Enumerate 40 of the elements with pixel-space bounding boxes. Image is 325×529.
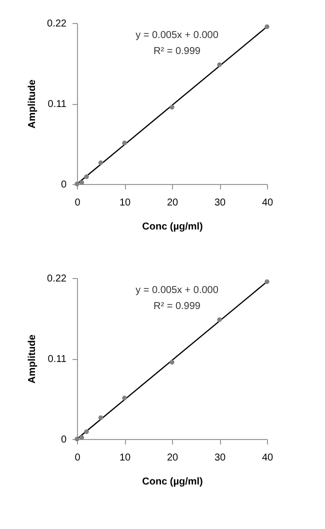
x-tick-label: 0 [74,452,81,464]
y-tick-label: 0.22 [47,274,67,284]
annotation: R² = 0.999 [154,46,201,57]
point [264,279,270,284]
point [217,62,222,68]
point [264,24,270,29]
y-axis-title: Amplitude [27,79,38,128]
x-axis-title: Conc (µg/ml) [142,222,203,232]
x-tick-label: 40 [262,452,274,464]
x-tick-label: 10 [119,452,131,464]
x-tick-label: 20 [166,452,178,464]
y-tick-label: 0.22 [47,18,67,30]
point [98,415,104,420]
point [217,317,222,322]
point [122,396,127,400]
point [170,104,174,110]
y-tick-label: 0.11 [48,99,67,110]
y-tick-label: 0 [60,180,67,190]
annotation: R² = 0.999 [154,301,201,312]
x-tick-label: 40 [262,198,274,208]
x-tick-label: 30 [214,452,226,464]
y-tick-label: 0 [60,434,67,446]
point [98,160,104,166]
point [84,429,89,434]
point [170,360,174,364]
annotation: y = 0.005x + 0.000 [136,30,219,41]
point [122,140,127,146]
x-tick-label: 30 [214,198,226,208]
x-tick-label: 0 [74,198,81,208]
x-axis-title: Conc (µg/ml) [142,476,203,488]
point [84,174,89,180]
x-tick-label: 10 [119,198,131,208]
point [74,182,80,186]
point [79,180,84,185]
y-tick-label: 0.11 [48,354,67,365]
point [79,435,84,440]
annotation: y = 0.005x + 0.000 [136,285,219,296]
x-tick-label: 20 [166,198,178,208]
y-axis-title: Amplitude [27,334,38,384]
point [74,436,80,442]
